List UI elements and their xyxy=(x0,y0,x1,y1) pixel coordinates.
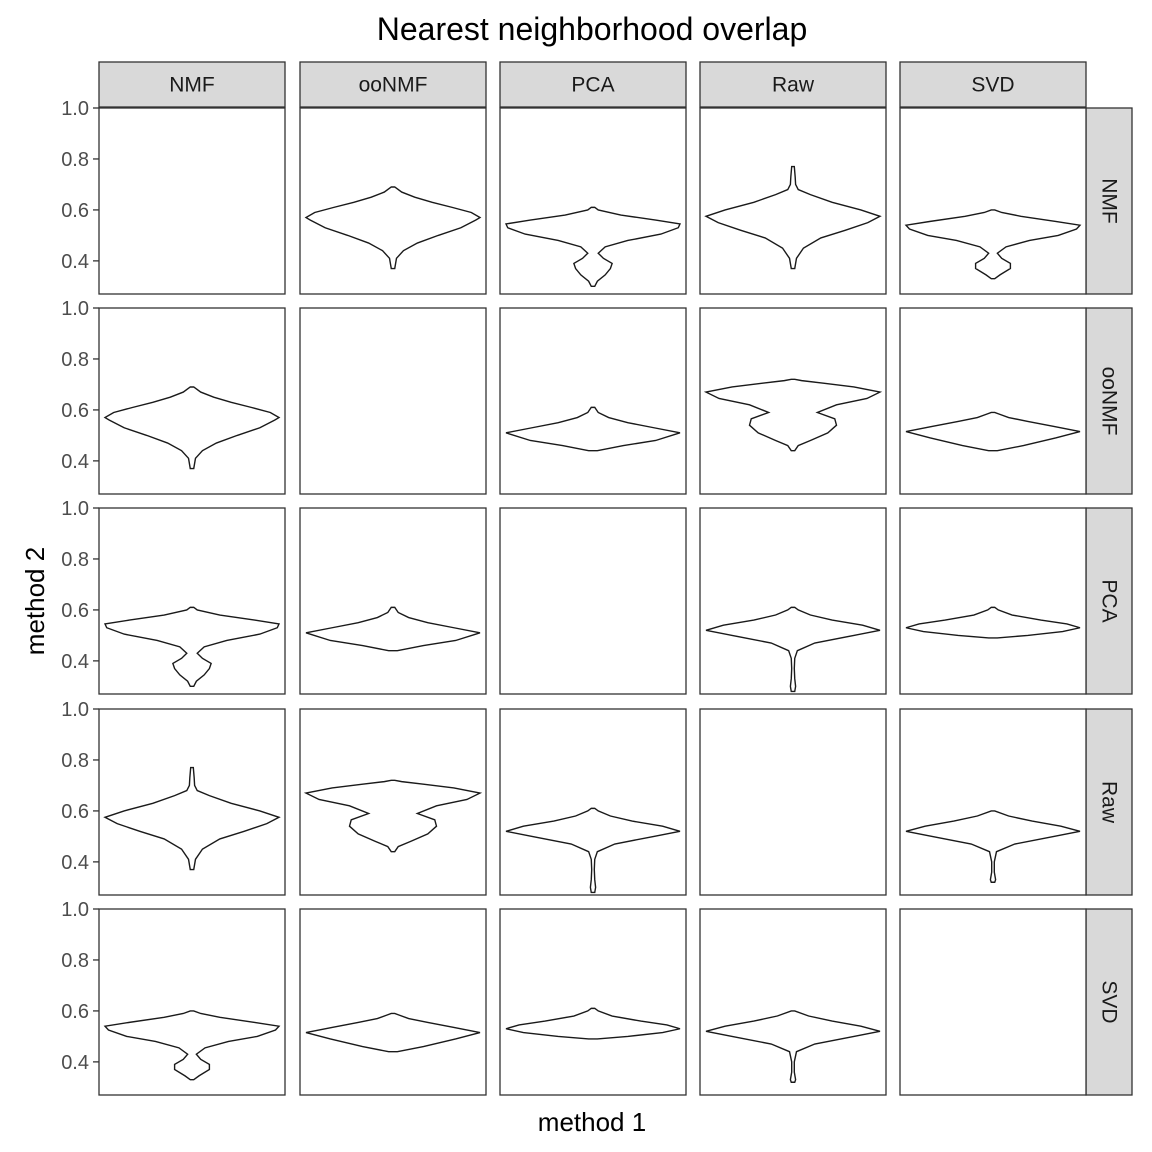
panel-svd-vs-svd xyxy=(899,908,1087,1096)
y-tick-label: 1.0 xyxy=(61,298,89,320)
row-strip-pca xyxy=(1085,507,1133,695)
violin-oonmf-vs-svd xyxy=(905,411,1081,452)
violin-raw-vs-oonmf xyxy=(303,779,483,853)
row-strip-label-raw: Raw xyxy=(1098,781,1121,824)
panel-oonmf-vs-pca xyxy=(499,307,687,495)
panel-oonmf-vs-oonmf xyxy=(299,307,487,495)
panel-svd-vs-oonmf xyxy=(299,908,487,1096)
violin-pca-vs-nmf xyxy=(103,606,281,688)
violin-pca-vs-oonmf xyxy=(305,606,481,652)
row-strip-oonmf xyxy=(1085,307,1133,495)
y-tick-label: 0.4 xyxy=(61,651,89,673)
y-tick-label: 0.6 xyxy=(61,1001,89,1023)
y-tick-label: 0.6 xyxy=(61,400,89,422)
panel-pca-vs-svd xyxy=(899,507,1087,695)
y-tick-label: 0.4 xyxy=(61,251,89,273)
violin-svd-vs-raw xyxy=(705,1010,881,1083)
row-strip-label-svd: SVD xyxy=(1098,980,1121,1023)
violin-svd-vs-oonmf xyxy=(305,1012,481,1053)
panel-pca-vs-oonmf xyxy=(299,507,487,695)
y-tick-label: 0.8 xyxy=(61,149,89,171)
panel-oonmf-vs-svd xyxy=(899,307,1087,495)
y-tick-label: 0.8 xyxy=(61,349,89,371)
column-strip-label-svd: SVD xyxy=(971,74,1014,97)
x-axis-title: method 1 xyxy=(538,1107,646,1137)
y-tick-label: 0.8 xyxy=(61,750,89,772)
y-tick-label: 0.6 xyxy=(61,200,89,222)
row-strip-label-oonmf: ooNMF xyxy=(1098,367,1121,436)
y-tick-label: 0.4 xyxy=(61,1052,89,1074)
violin-pca-vs-raw xyxy=(705,606,881,693)
column-strip-nmf xyxy=(98,61,286,108)
violin-svd-vs-nmf xyxy=(103,1010,281,1081)
violin-raw-vs-pca xyxy=(505,807,681,894)
column-strip-raw xyxy=(699,61,887,108)
row-strip-label-pca: PCA xyxy=(1098,579,1121,622)
violin-nmf-vs-pca xyxy=(504,206,682,288)
facet-grid: NMF ooNMF PCA Raw SVD NMF 0.4 0.6 0.8 1.0 ooNMF 0.4… xyxy=(61,61,1133,1096)
column-strip-label-pca: PCA xyxy=(571,74,614,97)
violin-oonmf-vs-nmf xyxy=(103,386,281,470)
column-strip-svd xyxy=(899,61,1087,108)
y-tick-label: 0.8 xyxy=(61,549,89,571)
violin-raw-vs-svd xyxy=(905,810,1081,883)
y-tick-label: 0.4 xyxy=(61,852,89,874)
y-tick-label: 0.6 xyxy=(61,801,89,823)
violin-pca-vs-svd xyxy=(905,606,1081,639)
violin-nmf-vs-svd xyxy=(904,209,1082,280)
column-strip-pca xyxy=(499,61,687,108)
panel-raw-vs-raw xyxy=(699,708,887,896)
panel-nmf-vs-nmf xyxy=(98,107,286,295)
row-strip-svd xyxy=(1085,908,1133,1096)
violin-raw-vs-nmf xyxy=(103,766,281,871)
y-axis-title: method 2 xyxy=(20,547,50,655)
column-strip-label-nmf: NMF xyxy=(169,74,215,97)
panel-pca-vs-pca xyxy=(499,507,687,695)
chart-title: Nearest neighborhood overlap xyxy=(377,11,808,47)
y-tick-label: 1.0 xyxy=(61,699,89,721)
violin-nmf-vs-raw xyxy=(704,165,882,270)
y-tick-label: 1.0 xyxy=(61,98,89,120)
y-tick-label: 0.8 xyxy=(61,950,89,972)
column-strip-oonmf xyxy=(299,61,487,108)
y-tick-label: 0.6 xyxy=(61,600,89,622)
y-tick-label: 1.0 xyxy=(61,498,89,520)
violin-oonmf-vs-pca xyxy=(505,406,681,452)
y-tick-label: 0.4 xyxy=(61,451,89,473)
row-strip-label-nmf: NMF xyxy=(1098,178,1121,224)
violin-nmf-vs-oonmf xyxy=(304,186,482,270)
violin-oonmf-vs-raw xyxy=(703,378,883,452)
violin-svd-vs-pca xyxy=(505,1007,681,1040)
column-strip-label-oonmf: ooNMF xyxy=(359,74,428,97)
panel-svd-vs-pca xyxy=(499,908,687,1096)
row-strip-raw xyxy=(1085,708,1133,896)
y-tick-label: 1.0 xyxy=(61,899,89,921)
column-strip-label-raw: Raw xyxy=(772,74,815,97)
